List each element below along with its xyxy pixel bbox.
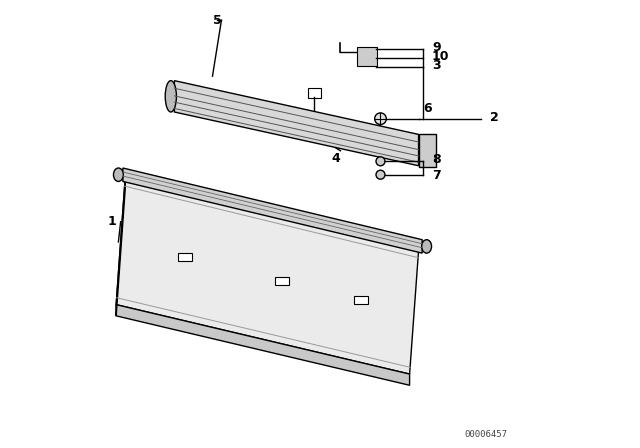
Circle shape [376, 157, 385, 166]
Text: 2: 2 [490, 111, 499, 124]
Text: 7: 7 [432, 169, 441, 182]
Polygon shape [174, 81, 419, 166]
Bar [308, 88, 321, 98]
Text: 1: 1 [108, 215, 116, 228]
Ellipse shape [113, 168, 124, 181]
Ellipse shape [422, 240, 431, 253]
Text: 00006457: 00006457 [464, 430, 508, 439]
Bar [275, 277, 289, 285]
Polygon shape [116, 305, 410, 385]
Text: 10: 10 [432, 50, 449, 64]
FancyBboxPatch shape [419, 134, 436, 167]
Polygon shape [116, 179, 125, 316]
Circle shape [374, 113, 387, 125]
Text: 4: 4 [332, 152, 340, 165]
Polygon shape [123, 168, 422, 253]
Text: 3: 3 [432, 59, 440, 73]
Circle shape [376, 170, 385, 179]
Bar [178, 254, 193, 262]
Text: 8: 8 [432, 153, 440, 166]
Text: 6: 6 [423, 102, 432, 115]
Ellipse shape [165, 81, 177, 112]
Text: 5: 5 [212, 13, 221, 27]
Text: 9: 9 [432, 40, 440, 54]
FancyBboxPatch shape [356, 47, 378, 66]
Polygon shape [116, 179, 419, 374]
Bar [354, 296, 369, 304]
